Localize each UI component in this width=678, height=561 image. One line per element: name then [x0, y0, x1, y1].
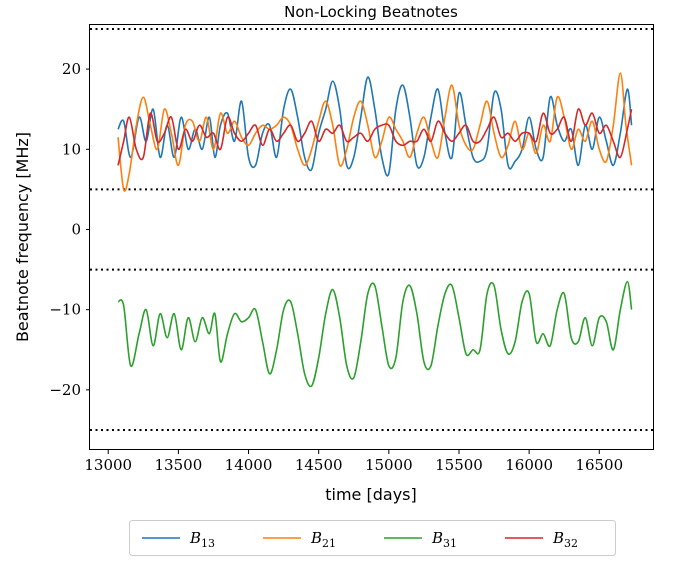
y-tick-label: −10	[49, 301, 81, 319]
y-tick-label: 10	[62, 140, 81, 158]
legend-label-b32: B32	[552, 529, 578, 550]
x-tick-label: 13500	[155, 456, 203, 474]
chart-title: Non-Locking Beatnotes	[284, 3, 458, 21]
x-tick-label: 16000	[505, 456, 553, 474]
series-line-b21	[117, 72, 633, 192]
x-tick-label: 15000	[365, 456, 413, 474]
series-line-b32	[117, 108, 633, 166]
series-line-b31	[117, 280, 633, 388]
x-tick-label: 16500	[575, 456, 623, 474]
y-tick-label: 20	[62, 60, 81, 78]
legend-label-b13: B13	[189, 529, 215, 550]
plot-frame	[89, 24, 654, 450]
x-axis-label: time [days]	[325, 485, 416, 504]
x-tick-label: 14000	[225, 456, 273, 474]
legend-label-b31: B31	[431, 529, 457, 550]
y-tick-label: 0	[71, 220, 81, 238]
y-axis-label: Beatnote frequency [MHz]	[13, 132, 32, 342]
x-tick-label: 15500	[435, 456, 483, 474]
series-line-b13	[117, 76, 633, 177]
legend: B13 B21 B31 B32	[129, 520, 616, 556]
x-tick-label: 13000	[84, 456, 132, 474]
legend-frame	[129, 520, 616, 556]
y-tick-label: −20	[49, 381, 81, 399]
x-tick-label: 14500	[295, 456, 343, 474]
plot-area	[90, 28, 654, 431]
legend-label-b21: B21	[310, 529, 336, 550]
